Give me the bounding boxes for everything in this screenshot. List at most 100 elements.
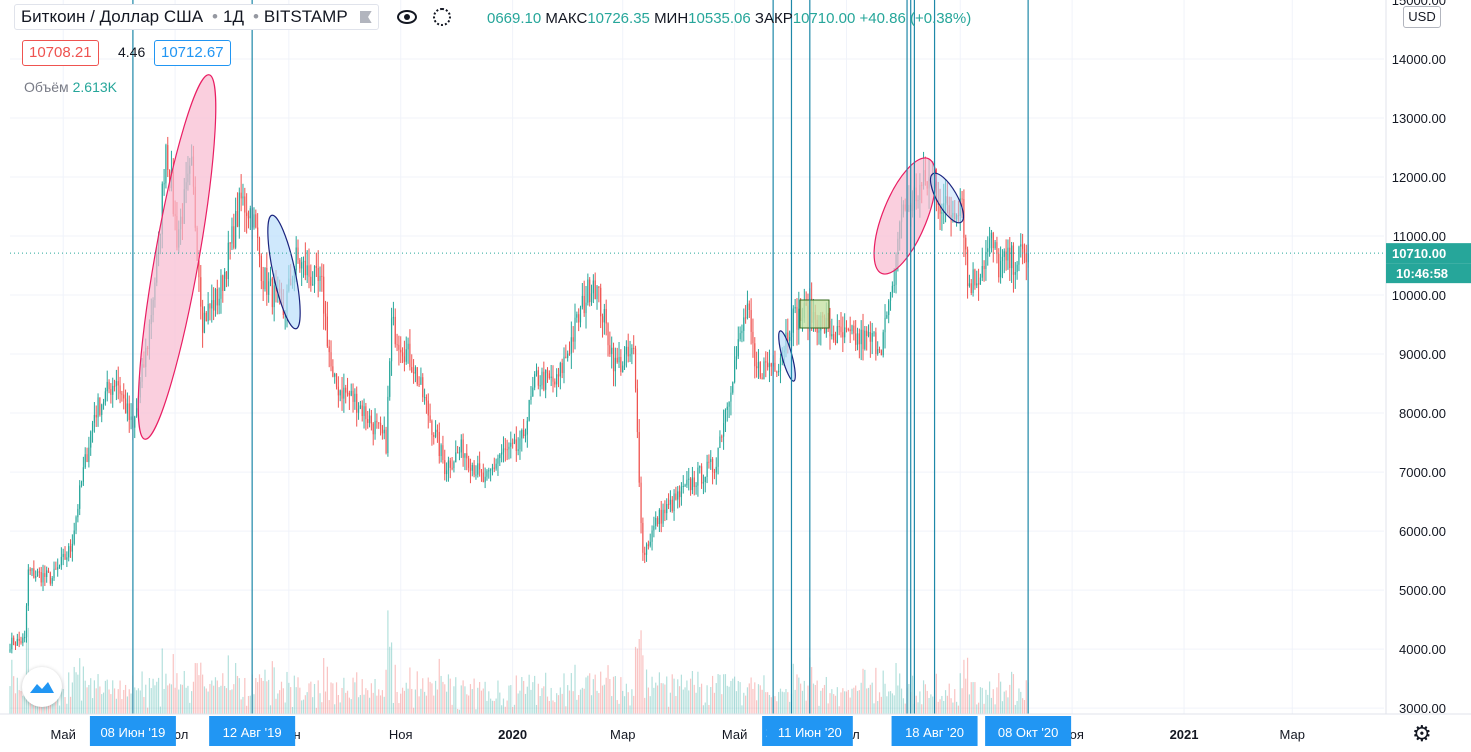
volume-bar xyxy=(981,687,983,714)
candle-body xyxy=(392,316,394,319)
volume-bar xyxy=(400,693,402,714)
spread-value: 4.46 xyxy=(118,44,146,60)
volume-bar xyxy=(269,705,272,714)
volume-bar xyxy=(411,688,413,714)
candle-body xyxy=(367,419,369,423)
volume-bar xyxy=(330,682,332,714)
volume-bar xyxy=(528,674,530,714)
candle-body xyxy=(449,460,451,468)
volume-bar xyxy=(675,696,677,714)
volume-bar xyxy=(759,685,761,714)
candle-body xyxy=(866,330,868,337)
candle-body xyxy=(642,522,644,553)
volume-bar xyxy=(570,673,572,714)
candle-body xyxy=(699,466,701,468)
candle-body xyxy=(168,169,171,189)
volume-bar xyxy=(64,697,66,714)
settings-icon[interactable] xyxy=(432,8,451,26)
volume-bar xyxy=(644,697,646,714)
price-tick-label: 15000.00 xyxy=(1392,0,1446,8)
volume-bar xyxy=(745,695,747,714)
volume-bar xyxy=(374,679,376,714)
candle-body xyxy=(11,637,13,650)
candle-body xyxy=(623,354,626,366)
symbol-box[interactable]: Биткоин / Доллар США • 1Д • BITSTAMP xyxy=(14,4,379,30)
candle-body xyxy=(379,422,382,426)
candle-body xyxy=(497,458,499,464)
volume-bar xyxy=(161,648,163,714)
volume-bar xyxy=(653,687,655,714)
candle-body xyxy=(622,365,624,373)
candle-body xyxy=(891,285,893,293)
volume-bar xyxy=(434,680,437,714)
candle-body xyxy=(222,275,224,291)
volume-bar xyxy=(148,678,151,714)
volume-bar xyxy=(902,698,904,714)
price-tick-label: 13000.00 xyxy=(1392,111,1446,126)
volume-bar xyxy=(372,692,374,714)
axis-settings-icon[interactable]: ⚙ xyxy=(1412,721,1432,746)
candle-body xyxy=(1023,248,1026,254)
volume-bar xyxy=(495,698,497,714)
candle-body xyxy=(616,357,618,363)
volume-bar xyxy=(785,689,787,714)
volume-bar xyxy=(75,672,77,714)
volume-bar xyxy=(950,698,952,714)
candle-body xyxy=(370,415,372,424)
volume-bar xyxy=(180,684,182,714)
candle-body xyxy=(99,397,101,415)
currency-button[interactable]: USD xyxy=(1403,6,1441,28)
date-marker xyxy=(985,716,1072,746)
candle-body xyxy=(345,387,347,393)
candle-body xyxy=(878,349,881,351)
volume-bar xyxy=(633,695,635,714)
eye-icon[interactable] xyxy=(396,10,417,24)
interval-label[interactable]: 1Д xyxy=(222,7,244,26)
low-value: 10535.06 xyxy=(688,10,751,27)
candle-body xyxy=(16,638,18,646)
candle-body xyxy=(693,477,695,487)
exchange-label: BITSTAMP xyxy=(263,7,348,26)
volume-bar xyxy=(62,689,64,714)
candle-body xyxy=(504,448,506,450)
candle-body xyxy=(631,347,633,355)
tradingview-logo[interactable] xyxy=(22,667,62,707)
volume-bar xyxy=(381,690,383,714)
buy-price[interactable]: 10712.67 xyxy=(154,40,231,66)
volume-bar xyxy=(897,685,899,714)
price-axis[interactable]: 3000.00 4000.00 5000.00 6000.00 7000.00 8000.… xyxy=(1385,0,1471,752)
volume-bar xyxy=(565,706,567,714)
candle-body xyxy=(110,389,112,395)
volume-bar xyxy=(405,682,407,714)
candle-body xyxy=(134,416,136,428)
candle-body xyxy=(203,312,206,333)
volume-bar xyxy=(128,689,130,714)
flag-icon[interactable] xyxy=(359,11,372,23)
volume-bar xyxy=(365,688,367,714)
volume-bar xyxy=(321,702,323,714)
volume-bar xyxy=(715,683,717,714)
candle-body xyxy=(677,491,679,500)
symbol-name[interactable]: Биткоин / Доллар США xyxy=(21,7,204,26)
volume-bar xyxy=(156,681,158,714)
candle-body xyxy=(207,303,209,322)
sell-price[interactable]: 10708.21 xyxy=(22,40,99,66)
volume-bar xyxy=(440,675,442,714)
candle-body xyxy=(739,333,741,340)
volume-bar xyxy=(666,676,668,714)
candle-body xyxy=(867,331,870,337)
volume-bar xyxy=(875,667,877,714)
volume-bar xyxy=(847,689,849,714)
volume-bar xyxy=(943,700,945,714)
volume-bar xyxy=(587,675,589,714)
volume-bar xyxy=(205,688,207,714)
candle-body xyxy=(271,278,273,308)
volume-bar xyxy=(842,688,844,714)
volume-bar xyxy=(972,682,974,714)
candle-body xyxy=(840,326,842,333)
volume-bar xyxy=(367,690,369,714)
time-axis[interactable]: МайИюлСенНоя2020МарМайИюлСенНоя2021Мар08… xyxy=(0,713,1471,752)
candle-body xyxy=(124,398,127,414)
volume-bar xyxy=(578,695,580,714)
